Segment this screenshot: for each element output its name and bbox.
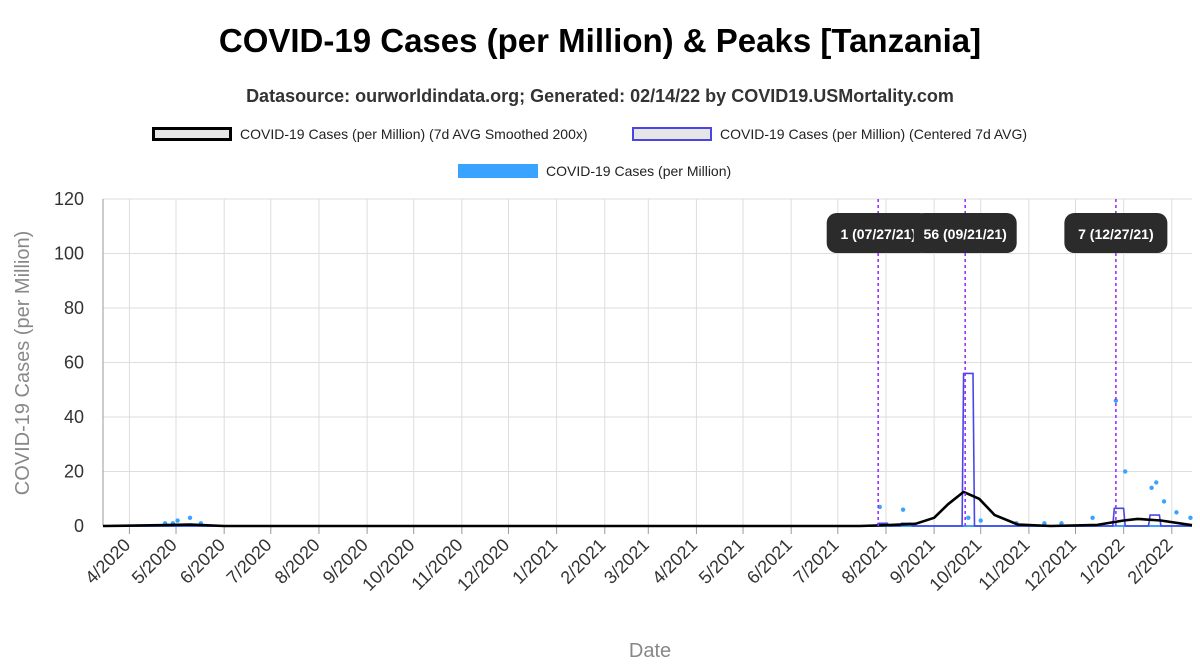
x-tick-label: 10/2020 [358, 535, 418, 595]
chart-title: COVID-19 Cases (per Million) & Peaks [Ta… [218, 22, 982, 59]
daily-case-point [175, 518, 180, 523]
daily-case-point [1188, 515, 1193, 521]
x-tick-label: 8/2020 [271, 535, 324, 588]
legend-swatch-smoothed [152, 127, 232, 141]
x-tick-label: 6/2021 [743, 535, 796, 588]
daily-case-point [1059, 521, 1064, 526]
legend-swatch-centered [632, 127, 712, 141]
x-tick-label: 8/2021 [838, 535, 891, 588]
legend-item-daily[interactable]: COVID-19 Cases (per Million) [458, 163, 731, 179]
daily-case-point [1122, 469, 1128, 474]
x-tick-label: 1/2021 [508, 535, 561, 588]
daily-case-point [900, 507, 906, 512]
peak-label: 56 (09/21/21) [913, 213, 1017, 253]
y-tick-label: 100 [54, 244, 84, 264]
legend-item-smoothed[interactable]: COVID-19 Cases (per Million) (7d AVG Smo… [152, 126, 588, 142]
daily-case-point [1154, 480, 1159, 485]
peak-label-text: 7 (12/27/21) [1078, 226, 1154, 242]
x-tick-label: 1/2022 [1075, 535, 1128, 588]
legend-label-centered: COVID-19 Cases (per Million) (Centered 7… [720, 126, 1028, 142]
peak-label: 7 (12/27/21) [1064, 213, 1168, 253]
daily-case-point [1161, 499, 1167, 504]
daily-case-point [1113, 398, 1119, 403]
daily-case-point [1090, 515, 1095, 521]
peak-label: 1 (07/27/21) [826, 213, 930, 253]
y-tick-label: 60 [64, 353, 84, 373]
x-tick-label: 6/2020 [176, 535, 229, 588]
y-tick-label: 40 [64, 407, 84, 427]
x-tick-label: 5/2021 [695, 535, 748, 588]
x-tick-label: 2/2021 [557, 535, 610, 588]
daily-case-point [966, 515, 971, 521]
legend-item-centered[interactable]: COVID-19 Cases (per Million) (Centered 7… [632, 126, 1027, 142]
x-tick-label: 7/2020 [223, 535, 276, 588]
peak-label-text: 56 (09/21/21) [924, 226, 1007, 242]
legend-label-smoothed: COVID-19 Cases (per Million) (7d AVG Smo… [240, 126, 588, 142]
x-tick-label: 4/2021 [648, 535, 701, 588]
x-tick-label: 10/2021 [925, 535, 985, 595]
daily-case-point [187, 515, 193, 521]
x-tick-label: 3/2021 [600, 535, 653, 588]
y-tick-label: 0 [74, 516, 84, 536]
smoothed-avg-line [102, 490, 1193, 528]
chart-subtitle: Datasource: ourworldindata.org; Generate… [246, 86, 954, 106]
x-tick-label: 12/2021 [1020, 535, 1080, 595]
y-tick-label: 120 [54, 189, 84, 209]
daily-case-point [978, 518, 983, 523]
daily-case-point [1149, 485, 1154, 491]
legend-swatch-daily [458, 164, 538, 178]
legend-label-daily: COVID-19 Cases (per Million) [546, 163, 732, 179]
y-tick-label: 20 [64, 462, 84, 482]
x-tick-label: 2/2022 [1124, 535, 1177, 588]
daily-case-point [1174, 510, 1179, 515]
peak-label-box [826, 213, 930, 253]
daily-case-point [1042, 521, 1047, 526]
y-axis-title: COVID-19 Cases (per Million) [12, 231, 34, 496]
x-tick-label: 7/2021 [790, 535, 843, 588]
y-tick-label: 80 [64, 298, 84, 318]
x-axis-title: Date [629, 640, 671, 662]
peak-label-text: 1 (07/27/21) [840, 226, 916, 242]
peak-label-box [913, 213, 1017, 253]
x-tick-label: 4/2020 [81, 535, 134, 588]
x-tick-label: 5/2020 [128, 535, 181, 588]
peak-label-box [1064, 213, 1168, 253]
x-tick-label: 12/2020 [453, 535, 513, 595]
